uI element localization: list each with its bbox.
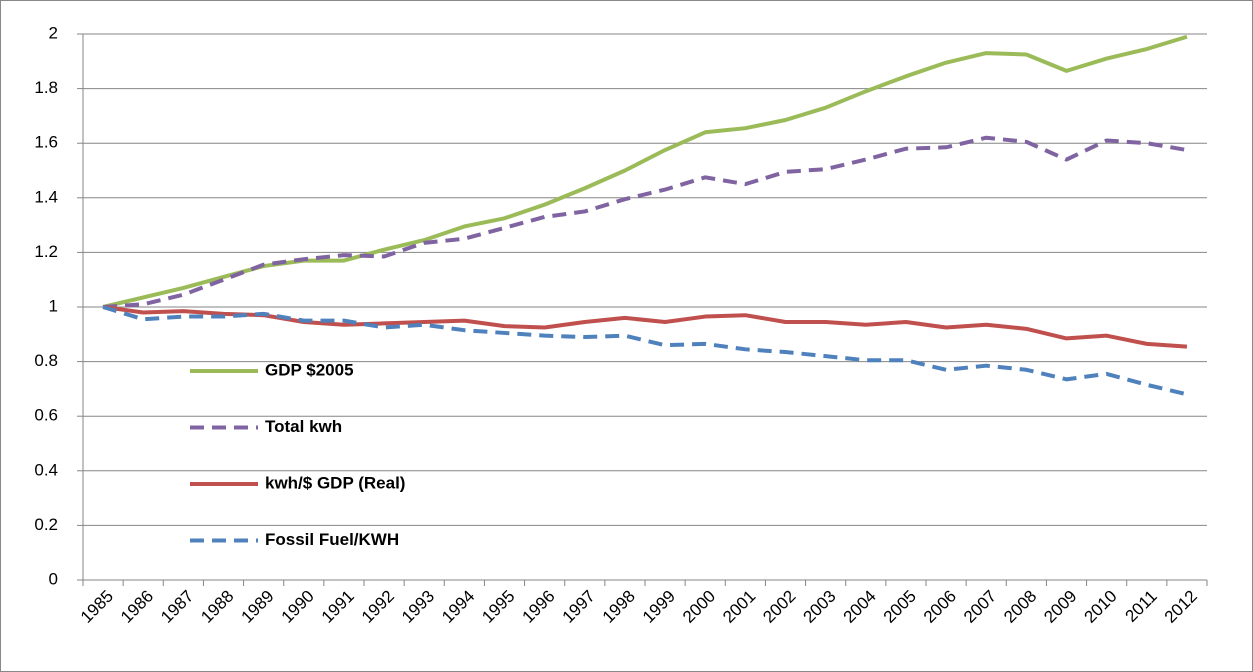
y-tick-label: 1.8 <box>34 78 58 97</box>
y-tick-label: 0.4 <box>34 460 58 479</box>
legend-label: Total kwh <box>265 417 342 436</box>
y-tick-label: 0.6 <box>34 406 58 425</box>
legend-label: GDP $2005 <box>265 360 354 379</box>
y-tick-label: 1.6 <box>34 133 58 152</box>
series-line <box>102 135 1188 309</box>
y-tick-label: 0 <box>49 569 58 588</box>
legend-label: Fossil Fuel/KWH <box>265 530 399 549</box>
legend-label: kwh/$ GDP (Real) <box>265 473 405 492</box>
y-tick-label: 1.4 <box>34 187 58 206</box>
y-tick-label: 0.2 <box>34 515 58 534</box>
y-tick-label: 1 <box>49 296 58 315</box>
series-line <box>102 305 1188 397</box>
y-tick-label: 2 <box>49 23 58 42</box>
y-tick-label: 1.2 <box>34 242 58 261</box>
y-tick-label: 0.8 <box>34 351 58 370</box>
